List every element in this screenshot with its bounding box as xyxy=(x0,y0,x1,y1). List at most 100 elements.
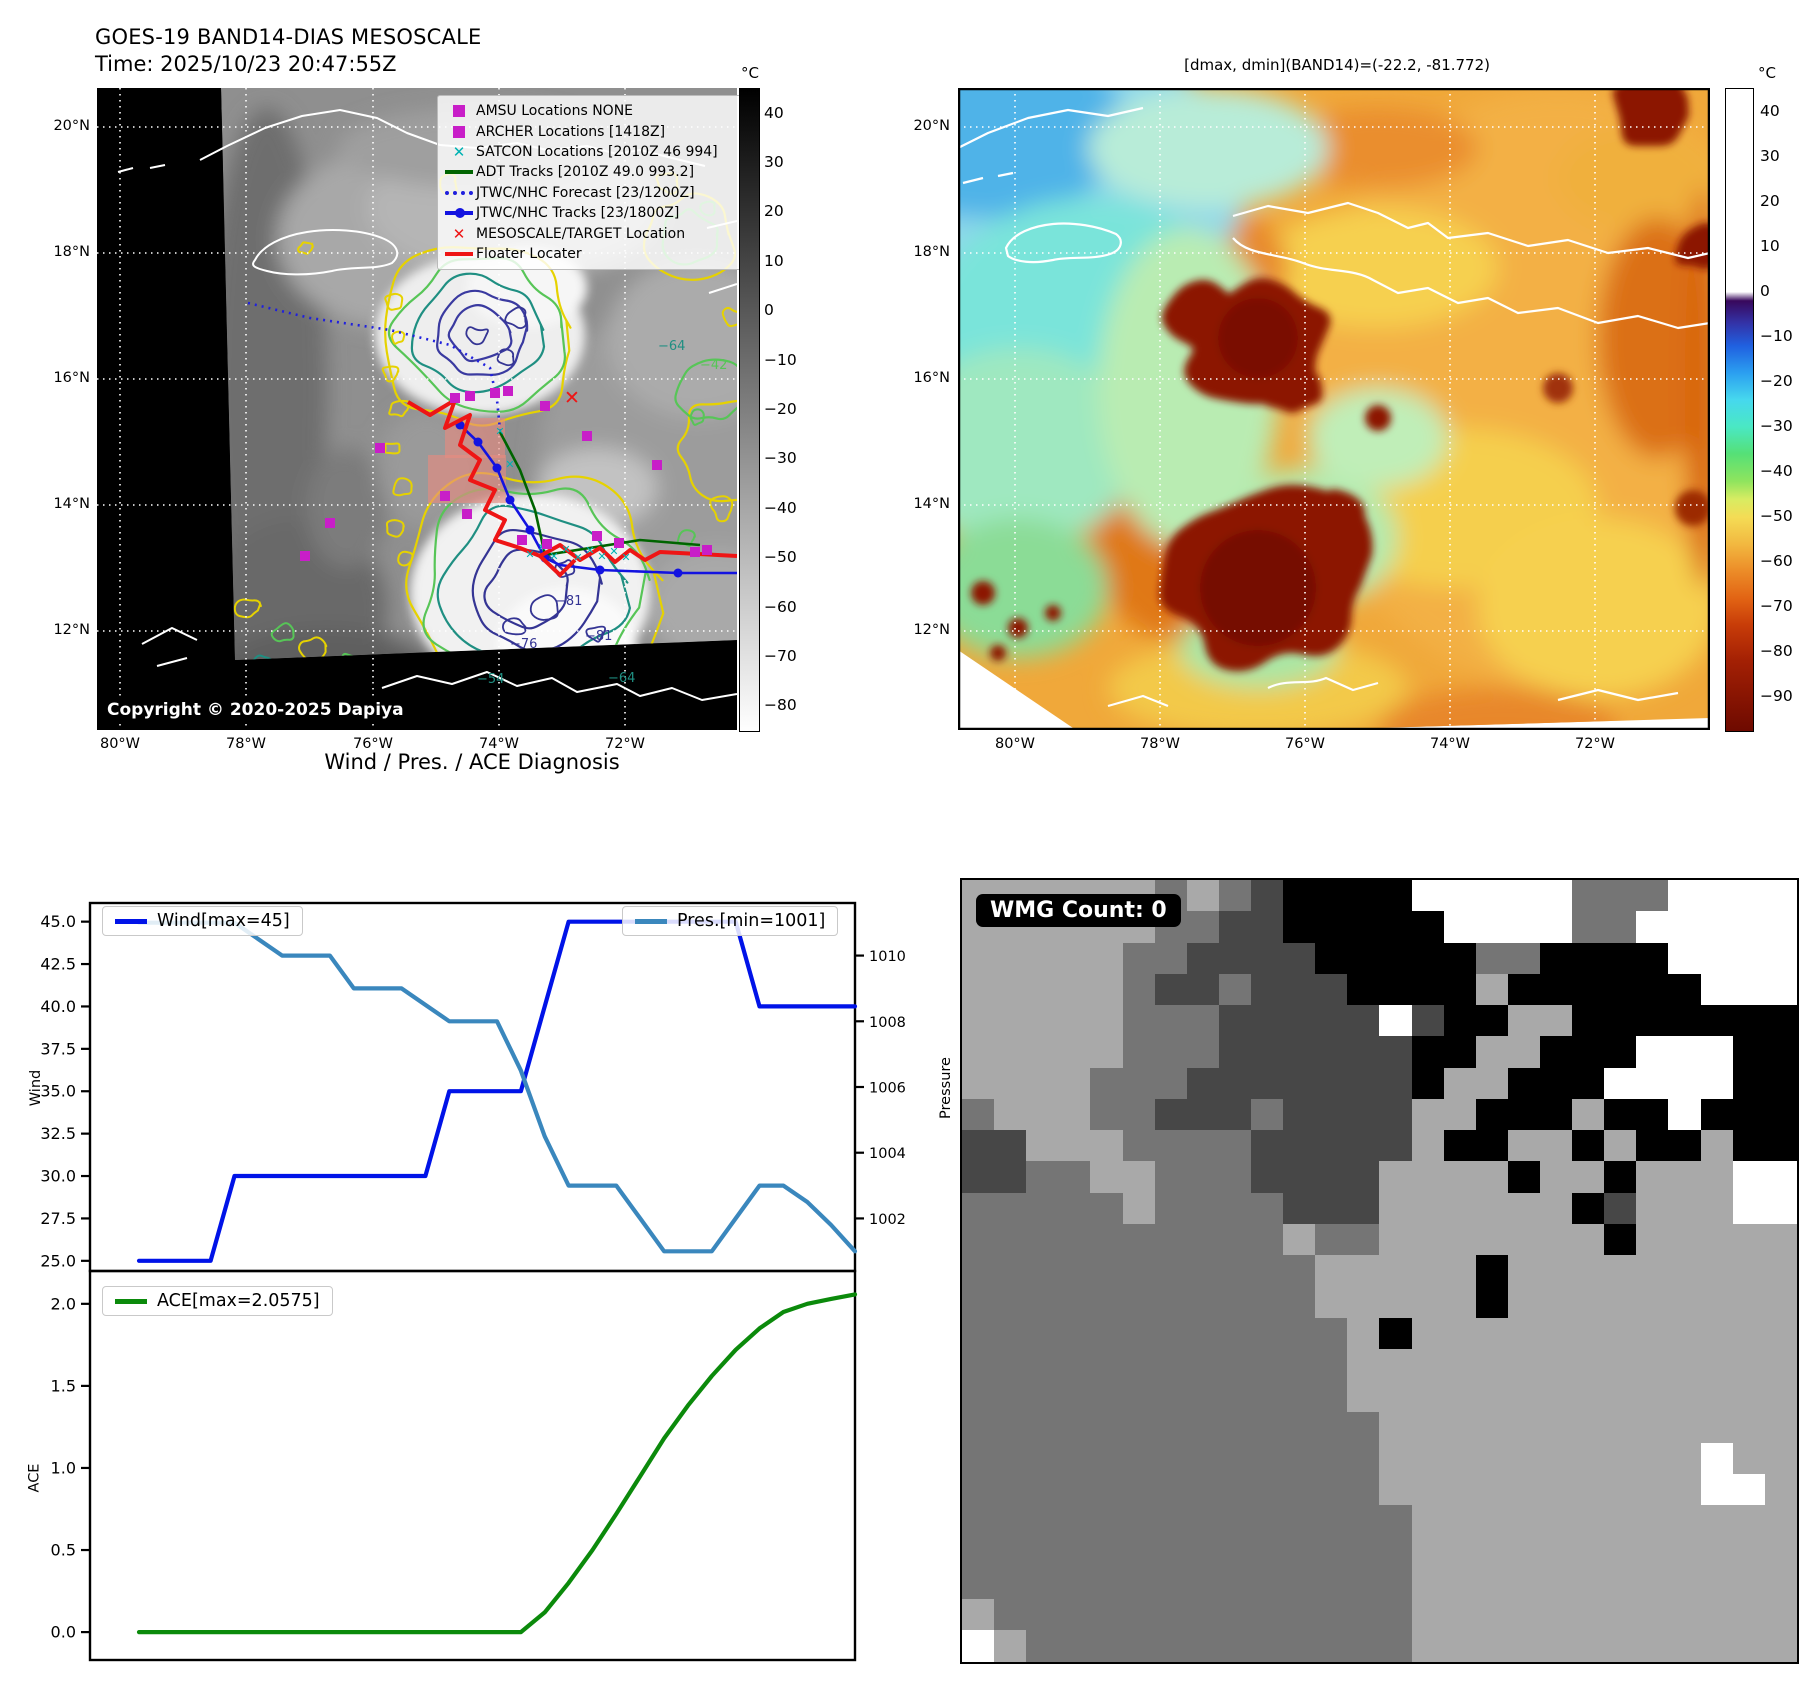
wmg-cell xyxy=(1026,1317,1059,1349)
map-art xyxy=(676,399,737,503)
map-art xyxy=(958,88,1128,218)
wmg-cell xyxy=(1347,1348,1380,1381)
wmg-row xyxy=(962,1223,1797,1256)
wmg-cell xyxy=(1668,1599,1701,1631)
wmg-cell xyxy=(962,1567,995,1600)
wmg-cell xyxy=(1443,1317,1476,1349)
wmg-cell xyxy=(1250,1474,1284,1506)
wmg-cell xyxy=(1315,1474,1348,1506)
map-art xyxy=(1308,388,1448,488)
wmg-cell xyxy=(1186,1630,1219,1662)
wmg-cell xyxy=(1604,1130,1637,1162)
cb-tick-left: 0 xyxy=(764,301,774,320)
wmg-cell xyxy=(1443,1411,1476,1443)
map-art xyxy=(721,306,737,328)
archer-square xyxy=(542,539,552,549)
wmg-row xyxy=(962,1630,1797,1662)
map-art xyxy=(251,654,273,660)
wmg-cell xyxy=(1058,1474,1091,1506)
wmg-cell xyxy=(994,1348,1027,1381)
wmg-cell xyxy=(1604,1536,1637,1568)
wmg-cell xyxy=(1186,1348,1219,1381)
map-art xyxy=(958,518,1108,658)
wmg-cell xyxy=(1475,1505,1508,1537)
map-art xyxy=(397,550,414,567)
map-art xyxy=(1045,605,1061,621)
wmg-cell xyxy=(1411,1348,1444,1381)
wmg-cell xyxy=(1700,1286,1733,1318)
wmg-cell xyxy=(994,973,1027,1006)
wmg-cell xyxy=(1026,1005,1059,1037)
wmg-cell xyxy=(1186,1505,1219,1537)
archer-square xyxy=(614,538,624,548)
wmg-cell xyxy=(1668,1505,1701,1537)
wmg-cell xyxy=(1764,1036,1797,1068)
wmg-cell xyxy=(1283,1161,1316,1193)
cb-tick-right: −80 xyxy=(1760,642,1793,661)
wmg-cell xyxy=(1218,1442,1251,1475)
wmg-cell xyxy=(1154,1599,1187,1631)
wmg-cell xyxy=(1700,911,1733,943)
wmg-cell xyxy=(1636,1474,1669,1506)
wmg-cell xyxy=(994,1536,1027,1568)
wmg-cell xyxy=(1572,1161,1605,1193)
wmg-cell xyxy=(1379,1130,1412,1162)
cb-tick-left: 40 xyxy=(764,103,784,122)
wmg-cell xyxy=(1539,1380,1573,1412)
legend-item: AMSU Locations NONE xyxy=(442,101,734,121)
wmg-cell xyxy=(1572,1036,1605,1068)
map-art xyxy=(496,348,515,367)
wmg-cell xyxy=(1539,1130,1573,1162)
wmg-cell xyxy=(1572,1098,1605,1131)
wmg-cell xyxy=(1315,880,1348,912)
map-art xyxy=(585,625,606,643)
latlon-grid xyxy=(97,88,737,730)
wmg-cell xyxy=(1058,1505,1091,1537)
series-Wind[max=45] xyxy=(136,919,858,1263)
cb-tick-right: 40 xyxy=(1760,101,1780,120)
wmg-cell xyxy=(1218,911,1251,943)
wmg-cell xyxy=(1475,1411,1508,1443)
wmg-cell xyxy=(1539,1036,1573,1068)
map-art xyxy=(392,477,413,497)
wmg-cell xyxy=(1347,1599,1380,1631)
wmg-cell xyxy=(1026,942,1059,974)
wmg-cell xyxy=(1475,1536,1508,1568)
wmg-cell xyxy=(1604,1630,1637,1662)
awv-colorbar-unit: °C xyxy=(1758,64,1776,82)
wmg-cell xyxy=(962,1536,995,1568)
wmg-cell xyxy=(1058,1067,1091,1099)
wmg-cell xyxy=(1250,1411,1284,1443)
wmg-cell xyxy=(962,1630,995,1662)
wmg-cell xyxy=(962,1130,995,1162)
wmg-cell xyxy=(1379,1036,1412,1068)
wmg-cell xyxy=(1026,1286,1059,1318)
wmg-cell xyxy=(1475,1192,1508,1224)
wmg-cell xyxy=(1732,1348,1765,1381)
wmg-cell xyxy=(962,1286,995,1318)
wmg-cell xyxy=(1604,1599,1637,1631)
legend-label: SATCON Locations [2010Z 46 994] xyxy=(476,143,718,160)
lat-tick-right: 16°N xyxy=(913,370,950,386)
y-tick-label: 32.5 xyxy=(40,1124,76,1143)
wmg-cell xyxy=(1443,1474,1476,1506)
wmg-cell xyxy=(962,1098,995,1131)
wmg-cell xyxy=(1700,1130,1733,1162)
pres-legend: Pres.[min=1001] xyxy=(622,906,839,936)
satcon-x: ✕ xyxy=(549,550,558,563)
wmg-cell xyxy=(1058,1161,1091,1193)
wmg-cell xyxy=(1154,1442,1187,1475)
wmg-cell xyxy=(1250,1192,1284,1224)
wmg-cell xyxy=(1379,1192,1412,1224)
satcon-x: ✕ xyxy=(525,548,534,561)
wmg-cell xyxy=(1058,973,1091,1006)
wmg-cell xyxy=(1154,1067,1187,1099)
wmg-cell xyxy=(1668,911,1701,943)
legend-item: Floater Locater xyxy=(442,244,734,264)
wmg-cell xyxy=(1764,1317,1797,1349)
wmg-cell xyxy=(1443,1536,1476,1568)
band14-colorbar-unit: °C xyxy=(741,64,759,82)
wmg-cell xyxy=(1090,1036,1123,1068)
wmg-cell xyxy=(1732,1255,1765,1287)
